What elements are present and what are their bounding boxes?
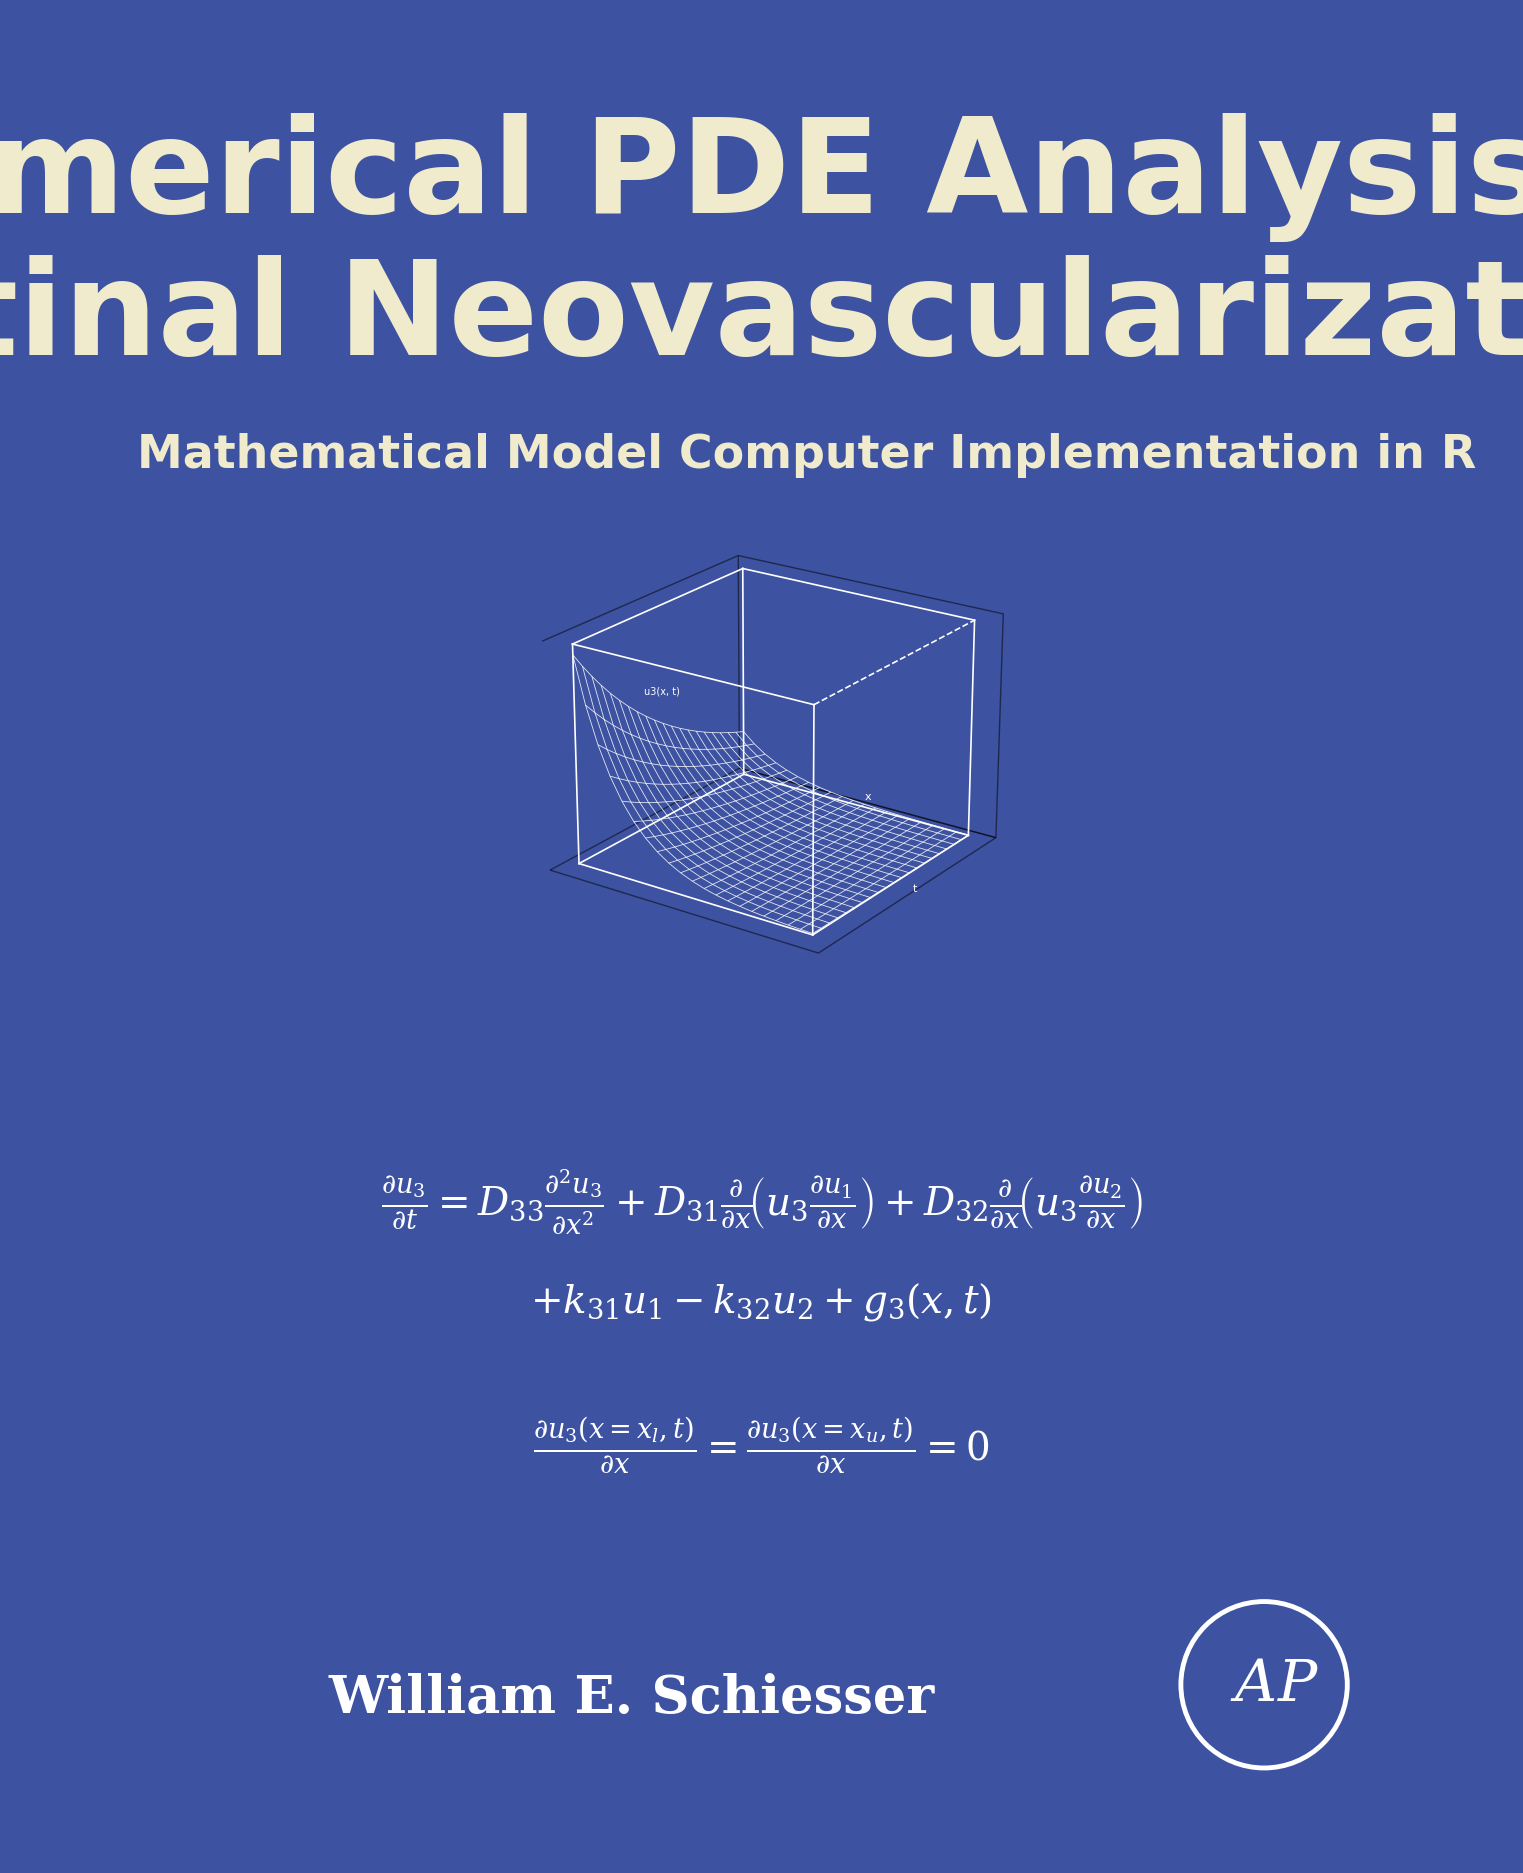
Text: $\mathit{A}$: $\mathit{A}$ bbox=[1231, 1658, 1276, 1712]
Text: Retinal Neovascularization: Retinal Neovascularization bbox=[0, 255, 1523, 382]
Text: $\frac{\partial u_3(x=x_l,t)}{\partial x} = \frac{\partial u_3(x=x_u,t)}{\partia: $\frac{\partial u_3(x=x_l,t)}{\partial x… bbox=[533, 1416, 990, 1476]
Text: $\mathit{P}$: $\mathit{P}$ bbox=[1276, 1658, 1319, 1712]
Text: Numerical PDE Analysis of: Numerical PDE Analysis of bbox=[0, 114, 1523, 242]
Text: William E. Schiesser: William E. Schiesser bbox=[329, 1673, 935, 1725]
Text: $\frac{\partial u_3}{\partial t} = D_{33}\frac{\partial^2 u_3}{\partial x^2} + D: $\frac{\partial u_3}{\partial t} = D_{33… bbox=[381, 1169, 1142, 1236]
Text: Mathematical Model Computer Implementation in R: Mathematical Model Computer Implementati… bbox=[137, 433, 1476, 478]
Text: $+k_{31}u_1 - k_{32}u_2 + g_3(x,t)$: $+k_{31}u_1 - k_{32}u_2 + g_3(x,t)$ bbox=[530, 1281, 993, 1322]
